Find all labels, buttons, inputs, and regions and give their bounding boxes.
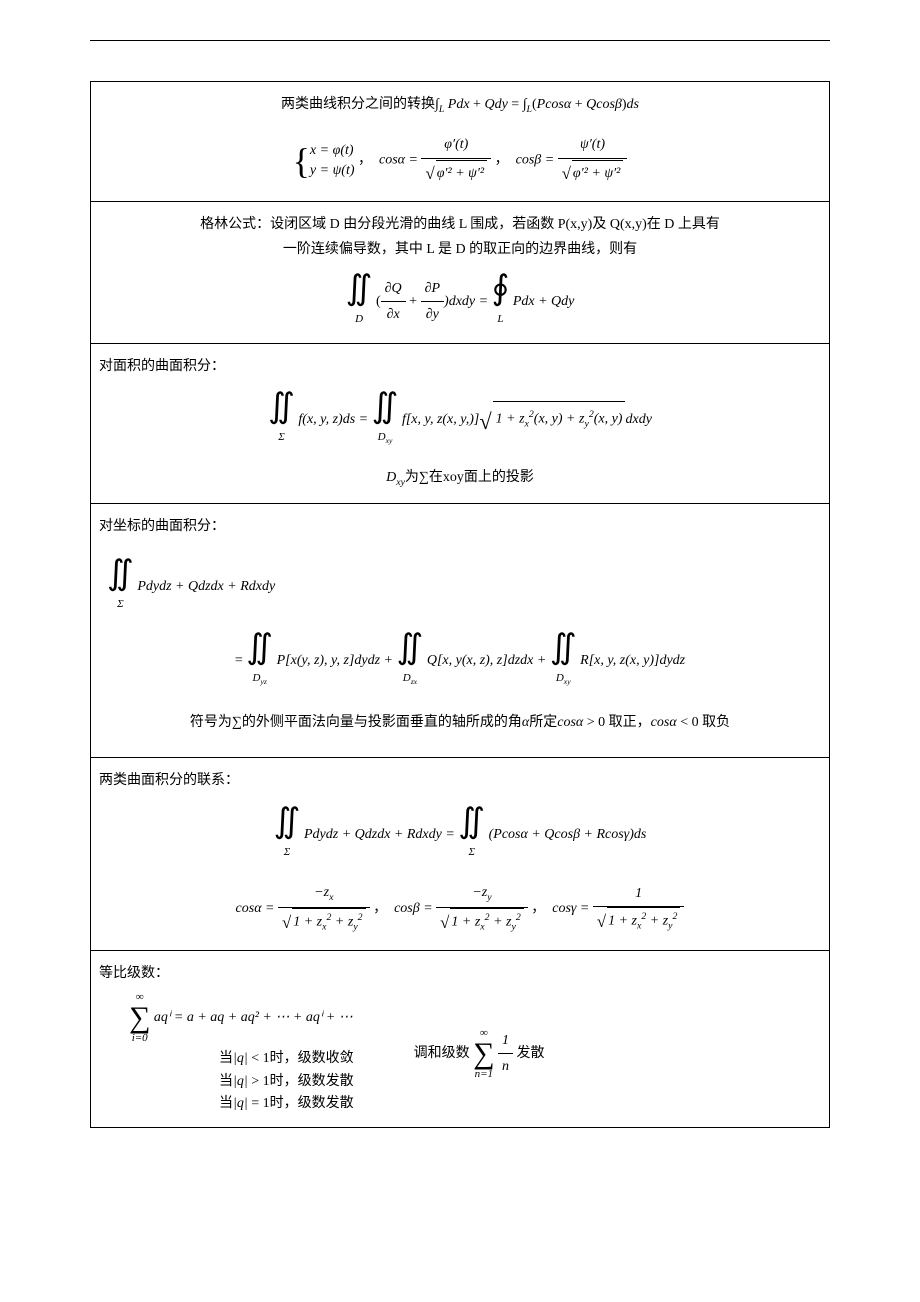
cell-geometric-series: 等比级数： ∞ ∑ i=0 aqⁱ = a + aq + aq² + ⋯ + a… xyxy=(91,951,829,1127)
coord-t2: Q[x, y(x, z), z]dzdx + xyxy=(427,652,546,667)
param-y: y = ψ(t) xyxy=(310,163,355,178)
coord-lhs: Pdydz + Qdzdx + Rdxdy xyxy=(137,579,275,594)
surf-tail: dxdy xyxy=(625,411,651,426)
cosg-num: 1 xyxy=(593,881,685,907)
coord-t1: P[x(y, z), y, z]dydz + xyxy=(277,652,393,667)
cosg-l: cosγ = xyxy=(552,901,589,916)
cell-line-integral-convert: 两类曲线积分之间的转换∫L Pdx + Qdy = ∫L(Pcosα + Qco… xyxy=(91,82,829,202)
header-rule xyxy=(90,40,830,41)
surf-lhs: f(x, y, z)ds = xyxy=(298,411,368,426)
note-mid: 为 xyxy=(405,470,419,485)
rel-rhs: (Pcosα + Qcosβ + Rcosγ)ds xyxy=(489,827,647,842)
rel-lhs: Pdydz + Qdzdx + Rdxdy = xyxy=(304,827,455,842)
cosb-l: cosβ = xyxy=(394,901,433,916)
harm-den: n xyxy=(498,1054,513,1079)
cosa-label: cosα = xyxy=(379,153,418,168)
dQdx-den: ∂x xyxy=(381,302,406,327)
cell-surface-coord-integral: 对坐标的曲面积分： ∬ Σ Pdydz + Qdzdx + Rdxdy = ∬ … xyxy=(91,504,829,758)
cosb-den: φ′² + ψ′² xyxy=(572,160,623,186)
formula-table: 两类曲线积分之间的转换∫L Pdx + Qdy = ∫L(Pcosα + Qco… xyxy=(90,81,830,1128)
cell-surface-area-integral: 对面积的曲面积分： ∬ Σ f(x, y, z)ds = ∬ Dxy f[x, … xyxy=(91,344,829,504)
harm-post: 发散 xyxy=(517,1046,545,1061)
cell-surface-integral-relation: 两类曲面积分的联系： ∬ Σ Pdydz + Qdzdx + Rdxdy = ∬… xyxy=(91,758,829,951)
dPdy-den: ∂y xyxy=(421,302,444,327)
geo-series: aqⁱ = a + aq + aq² + ⋯ + aqⁱ + ⋯ xyxy=(154,1010,353,1025)
cosb-num: ψ′(t) xyxy=(558,132,628,158)
text: 两类曲线积分之间的转换 xyxy=(281,97,435,112)
green-L: L xyxy=(497,313,503,325)
coord-title: 对坐标的曲面积分： xyxy=(99,514,821,539)
cosa-den: φ′² + ψ′² xyxy=(436,160,487,186)
param-x: x = φ(t) xyxy=(310,143,354,158)
surf-rhs-fn: f[x, y, z(x, y,)] xyxy=(402,411,479,426)
rel-title: 两类曲面积分的联系： xyxy=(99,768,821,793)
note-post: 在xoy面上的投影 xyxy=(429,470,534,485)
dQdx-num: ∂Q xyxy=(381,276,406,302)
surf-area-title: 对面积的曲面积分： xyxy=(99,354,821,379)
dPdy-num: ∂P xyxy=(421,276,444,302)
sum-lo: i=0 xyxy=(129,1033,150,1044)
green-D: D xyxy=(355,313,363,325)
sigma2: Σ xyxy=(117,598,124,610)
coord-t3: R[x, y, z(x, y)]dydz xyxy=(580,652,685,667)
harm-lo: n=1 xyxy=(473,1069,494,1080)
cosa-l: cosα = xyxy=(236,901,275,916)
harm-num: 1 xyxy=(498,1028,513,1054)
cell-green-formula: 格林公式：设闭区域 D 由分段光滑的曲线 L 围成，若函数 P(x,y)及 Q(… xyxy=(91,202,829,345)
harm-pre: 调和级数 xyxy=(414,1046,470,1061)
cosa-num: φ′(t) xyxy=(421,132,491,158)
cosb-label: cosβ = xyxy=(516,153,555,168)
green-rhs: Pdx + Qdy xyxy=(513,294,575,309)
note-sigma: ∑ xyxy=(419,470,429,485)
green-desc2: 一阶连续偏导数，其中 L 是 D 的取正向的边界曲线，则有 xyxy=(99,237,821,262)
geo-title: 等比级数： xyxy=(99,961,821,986)
green-tail: )dxdy = xyxy=(444,294,488,309)
green-desc1: 格林公式：设闭区域 D 由分段光滑的曲线 L 围成，若函数 P(x,y)及 Q(… xyxy=(99,212,821,237)
sigma: Σ xyxy=(278,431,285,443)
